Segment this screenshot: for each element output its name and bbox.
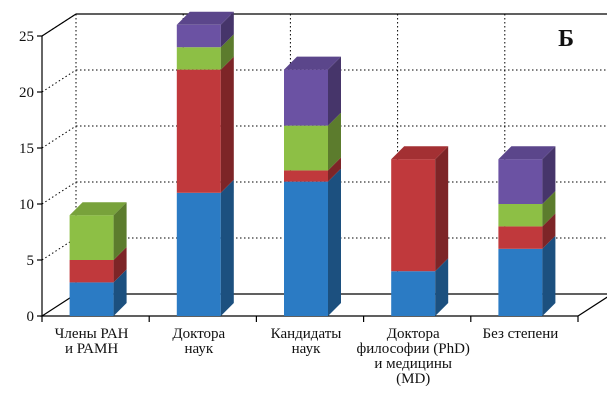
bar-stack (498, 146, 556, 316)
bar-segment (176, 34, 234, 70)
bar-segment-front (498, 159, 543, 204)
bar-segment-front (498, 204, 543, 227)
bar-segment-side (328, 56, 341, 126)
y-tick-label: 5 (27, 253, 35, 269)
bar-segment-side (328, 157, 341, 182)
grid-line-side (41, 125, 77, 149)
category-label-line: Без степени (483, 326, 559, 342)
bar-segment (176, 179, 234, 316)
category-label: Члены РАН и РАМН (55, 326, 129, 357)
bar-segment (284, 56, 341, 126)
bar-segment (69, 247, 127, 283)
bar-segment-front (284, 125, 328, 171)
bar-segment-side (113, 202, 127, 260)
bar-segment-front (498, 248, 543, 316)
bar-segment (498, 191, 556, 227)
bar-segment (498, 146, 556, 204)
category-label-line: (MD) (396, 371, 430, 387)
category-label-line: Доктора (172, 326, 225, 342)
category-label-line: и медицины (374, 356, 452, 372)
category-label: Доктора философии (PhD) и медицины (MD) (356, 326, 469, 387)
bar-segment (284, 168, 341, 316)
y-tick-label: 25 (19, 29, 34, 45)
bar-segment-top (176, 11, 234, 25)
bar-segment (176, 11, 234, 48)
bar-segment (176, 56, 234, 193)
bar-segment-side (220, 179, 234, 316)
bar-segment-side (542, 213, 556, 249)
category-label-line: и РАМН (65, 341, 118, 357)
bar-segment-front (176, 47, 221, 70)
grid-line-side (41, 69, 77, 93)
grid-line-side (41, 181, 77, 205)
category-label-line: Доктора (387, 326, 440, 342)
bar-segment-side (542, 191, 556, 227)
bar-segment-side (542, 235, 556, 316)
y-tick-labels: 0 5 10 15 20 25 (19, 29, 34, 325)
bar-segment-side (328, 112, 341, 171)
bar-segment-top (391, 146, 449, 160)
category-label-line: наук (292, 341, 321, 357)
category-label-line: наук (184, 341, 213, 357)
category-label-line: философии (PhD) (356, 341, 469, 357)
bar-segment (69, 269, 127, 316)
bar-segment-side (113, 269, 127, 316)
bar-segment-front (176, 192, 221, 316)
category-label: Кандидаты наук (271, 326, 342, 357)
bar-segment-front (498, 226, 543, 249)
bar-segment (498, 213, 556, 249)
bar-stack (284, 56, 341, 316)
bar-segment-side (220, 11, 234, 48)
y-tick-label: 0 (27, 309, 35, 325)
side-wall-top-edge (41, 13, 77, 37)
bar-segment-front (176, 24, 221, 48)
bar-series (69, 11, 556, 316)
bar-segment-front (391, 159, 436, 272)
bar-segment-front (284, 170, 328, 182)
bar-segment-top (498, 146, 556, 160)
bar-segment-side (435, 258, 449, 316)
category-label-line: Члены РАН (55, 326, 129, 342)
bar-segment (498, 235, 556, 316)
y-tick-label: 15 (19, 141, 34, 157)
bar-segment-side (220, 56, 234, 193)
bar-segment-side (113, 247, 127, 283)
bar-segment-front (69, 282, 114, 316)
axes (37, 13, 579, 322)
category-label: Без степени (483, 326, 559, 342)
panel-label: Б (558, 26, 574, 52)
bar-segment (284, 112, 341, 171)
bar-segment-front (176, 69, 221, 193)
bar-segment-side (435, 146, 449, 272)
bar-segment (391, 146, 449, 272)
bar-segment-side (220, 34, 234, 70)
bar-segment-side (542, 146, 556, 204)
bar-segment (391, 258, 449, 316)
category-label: Доктора наук (172, 326, 225, 357)
bar-stack (391, 146, 449, 316)
grid-line-side (41, 237, 77, 261)
bar-segment-front (69, 215, 114, 260)
bar-segment-side (328, 168, 341, 316)
bar-stack (176, 11, 234, 316)
bar-segment (284, 157, 341, 182)
y-tick-label: 10 (19, 197, 34, 213)
y-tick-label: 20 (19, 85, 34, 101)
category-label-line: Кандидаты (271, 326, 342, 342)
bar-segment-front (391, 271, 436, 316)
bar-stack (69, 202, 127, 316)
bar-segment (69, 202, 127, 260)
bar-segment-top (69, 202, 127, 216)
bar-segment-top (284, 56, 341, 70)
bar-segment-front (284, 69, 328, 126)
bar-segment-front (284, 181, 328, 316)
bar-segment-front (69, 260, 114, 283)
